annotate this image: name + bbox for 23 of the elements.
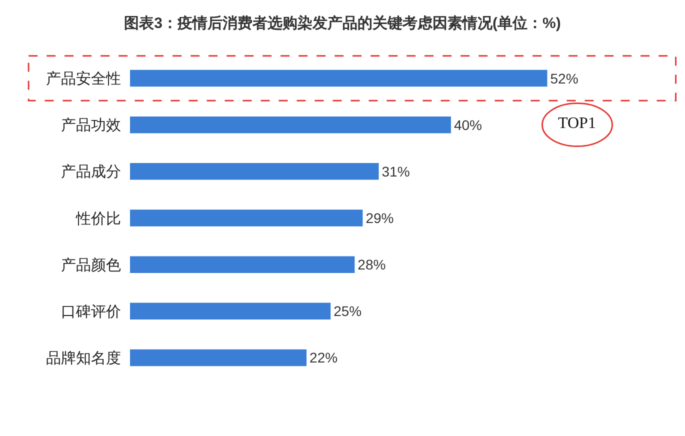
y-tick-label: 口碑评价 (61, 303, 121, 320)
bar (130, 302, 331, 320)
bar (130, 70, 548, 87)
y-tick-label: 性价比 (75, 210, 121, 228)
annotation: TOP1 (558, 115, 596, 132)
data-label: 22% (310, 350, 338, 366)
data-label: 25% (334, 303, 362, 320)
y-tick-label: 产品功效 (61, 117, 121, 134)
data-label: 52% (550, 70, 578, 86)
bar (130, 116, 451, 134)
y-tick-label: 产品成分 (61, 164, 121, 181)
y-tick-label: 产品安全性 (46, 70, 121, 88)
chart-title: 图表3：疫情后消费者选购染发产品的关键考虑因素情况(单位：%) (124, 14, 561, 32)
data-label: 31% (382, 163, 410, 180)
y-tick-label: 产品颜色 (61, 256, 121, 274)
data-label: 29% (366, 210, 394, 226)
bar (130, 256, 355, 273)
bar (130, 349, 307, 366)
bar (130, 210, 363, 226)
data-label: 28% (358, 256, 386, 273)
data-label: 40% (454, 116, 482, 133)
bar (130, 163, 379, 180)
y-tick-label: 品牌知名度 (46, 350, 121, 367)
